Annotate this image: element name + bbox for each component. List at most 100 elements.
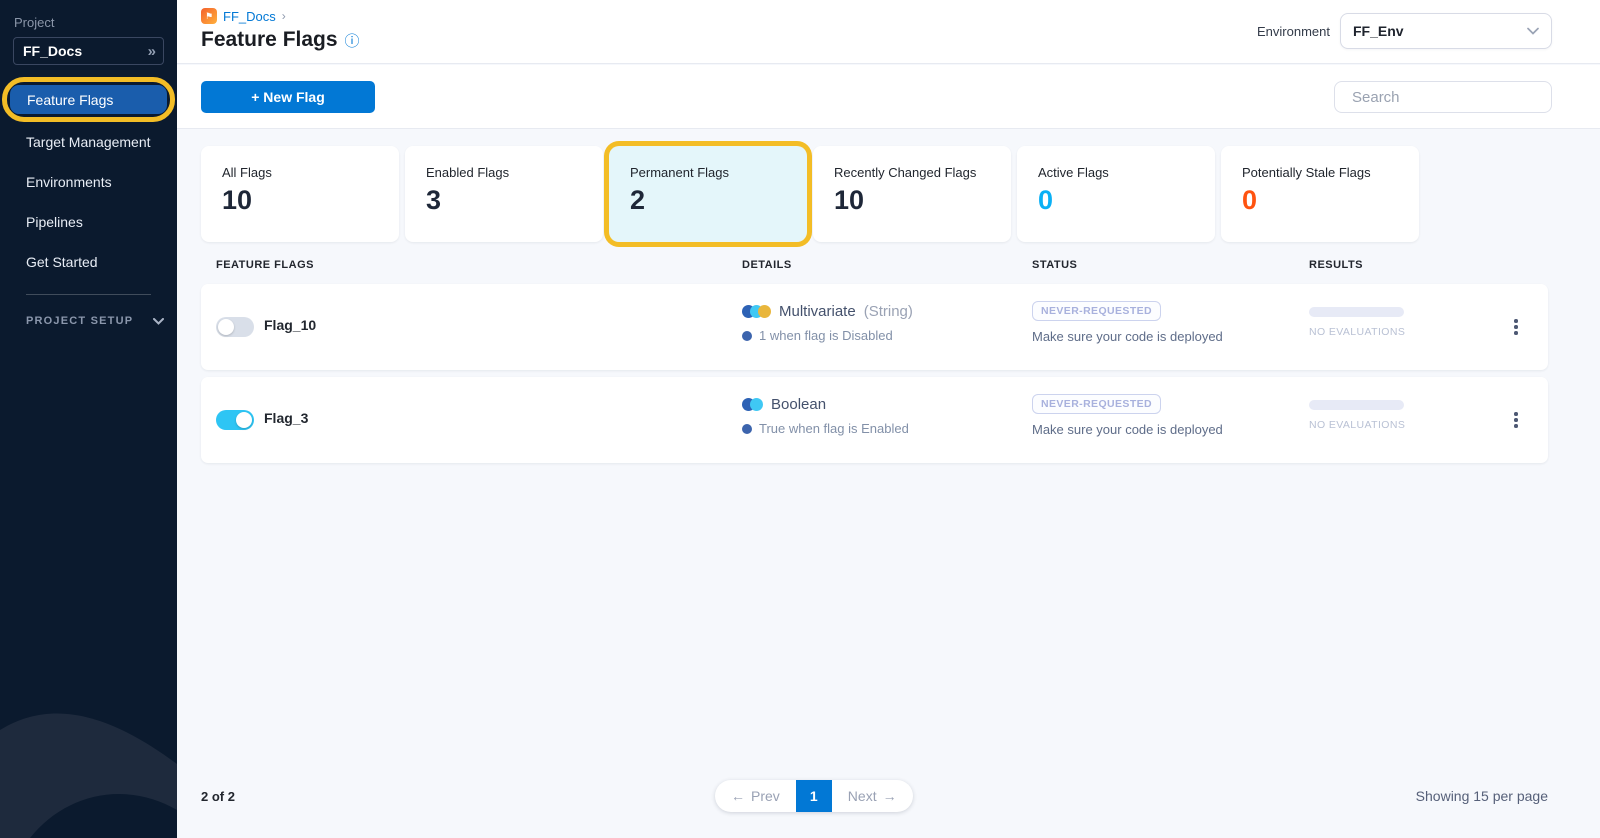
collapse-icon[interactable]: » [147,42,156,60]
status-text: Make sure your code is deployed [1032,422,1223,437]
sidebar-item-get-started[interactable]: Get Started [0,242,177,282]
kebab-menu-icon[interactable] [1506,312,1526,342]
info-icon[interactable]: ⓘ [344,32,360,50]
column-header-status: STATUS [1032,259,1078,271]
pagination: ← Prev 1 Next → [715,780,913,812]
status-cell: NEVER-REQUESTED Make sure your code is d… [1032,394,1223,437]
sidebar: Project FF_Docs » Feature Flags Target M… [0,0,177,838]
sidebar-item-label: Feature Flags [27,91,114,108]
stat-label: Active Flags [1038,165,1109,180]
status-cell: NEVER-REQUESTED Make sure your code is d… [1032,301,1223,344]
status-badge: NEVER-REQUESTED [1032,394,1162,414]
boolean-icon [742,398,763,411]
flag-type: Multivariate [779,303,856,320]
stats-cards-row: All Flags 10 Enabled Flags 3 Permanent F… [201,146,1548,242]
toggle-knob [236,412,252,428]
results-text: NO EVALUATIONS [1309,326,1406,338]
page-header: ⚑ FF_Docs › Feature Flags ⓘ Environment … [177,0,1600,64]
sidebar-item-feature-flags[interactable]: Feature Flags [10,85,167,114]
stat-label: Potentially Stale Flags [1242,165,1371,180]
stat-value: 3 [426,185,442,215]
stat-label: Recently Changed Flags [834,165,977,180]
project-setup-label: PROJECT SETUP [26,315,134,327]
stat-card-enabled-flags[interactable]: Enabled Flags 3 [405,146,603,242]
arrow-left-icon: ← [731,788,745,804]
variation-dot-icon [742,423,752,434]
stat-card-recently-changed-flags[interactable]: Recently Changed Flags 10 [813,146,1011,242]
breadcrumb-chevron-icon: › [281,9,286,23]
toggle-knob [218,319,234,335]
flag-toggle[interactable] [216,317,254,337]
column-header-feature-flags: FEATURE FLAGS [216,259,314,271]
flag-type: Boolean [771,396,827,413]
feature-flags-module-icon: ⚑ [201,8,217,24]
project-name: FF_Docs [23,43,83,59]
column-header-details: DETAILS [742,259,792,271]
project-label: Project [14,15,55,30]
sidebar-item-label: Environments [26,174,112,190]
stat-value: 0 [1242,185,1258,215]
status-badge: NEVER-REQUESTED [1032,301,1162,321]
project-setup-section[interactable]: PROJECT SETUP [26,315,177,327]
toolbar: + New Flag [177,65,1600,129]
stat-value: 10 [834,185,865,215]
environment-select[interactable]: FF_Env [1340,13,1552,49]
page-number-button[interactable]: 1 [795,780,832,812]
stat-card-active-flags[interactable]: Active Flags 0 [1017,146,1215,242]
default-rule-text: True when flag is Enabled [759,421,909,436]
stat-card-permanent-flags[interactable]: Permanent Flags 2 [609,146,807,242]
environment-value: FF_Env [1353,23,1404,39]
stat-value: 10 [222,185,253,215]
details-cell: Boolean True when flag is Enabled [742,396,909,436]
prev-page-button[interactable]: ← Prev [715,780,796,812]
stat-value: 0 [1038,185,1054,215]
search-box[interactable] [1334,81,1552,113]
sidebar-divider [26,294,151,295]
table-row[interactable]: Flag_10 Multivariate (String) 1 when fla… [201,284,1548,370]
chevron-down-icon [153,317,165,325]
project-selector[interactable]: FF_Docs » [13,37,164,65]
search-input[interactable] [1352,88,1551,106]
breadcrumb: ⚑ FF_Docs › [201,8,286,24]
results-cell: NO EVALUATIONS [1309,400,1405,431]
main-content: All Flags 10 Enabled Flags 3 Permanent F… [177,130,1600,838]
breadcrumb-project-link[interactable]: FF_Docs [223,8,276,24]
environment-label: Environment [1257,23,1330,39]
stat-label: Enabled Flags [426,165,510,180]
flag-name: Flag_3 [264,410,309,426]
stat-card-all-flags[interactable]: All Flags 10 [201,146,399,242]
flag-type-detail: (String) [863,303,913,320]
sidebar-item-label: Get Started [26,254,98,270]
results-cell: NO EVALUATIONS [1309,307,1405,338]
flag-toggle[interactable] [216,410,254,430]
arrow-right-icon: → [882,788,897,804]
table-header: FEATURE FLAGS DETAILS STATUS RESULTS [201,259,1548,273]
flag-name: Flag_10 [264,317,317,333]
footer: 2 of 2 ← Prev 1 Next → Showing 15 per pa… [201,778,1548,812]
multivariate-icon [742,305,771,318]
per-page-text: Showing 15 per page [1415,788,1548,804]
results-text: NO EVALUATIONS [1309,419,1406,431]
sidebar-item-environments[interactable]: Environments [0,162,177,202]
details-cell: Multivariate (String) 1 when flag is Dis… [742,303,913,343]
status-text: Make sure your code is deployed [1032,329,1223,344]
results-bar [1309,307,1404,317]
sidebar-item-pipelines[interactable]: Pipelines [0,202,177,242]
stat-card-potentially-stale-flags[interactable]: Potentially Stale Flags 0 [1221,146,1419,242]
page-title: Feature Flags [201,28,338,51]
new-flag-button[interactable]: + New Flag [201,81,375,113]
next-label: Next [847,788,877,804]
chevron-down-icon [1527,27,1539,35]
table-row[interactable]: Flag_3 Boolean True when flag is Enabled… [201,377,1548,463]
stat-label: Permanent Flags [630,165,729,180]
kebab-menu-icon[interactable] [1506,405,1526,435]
results-bar [1309,400,1404,410]
prev-label: Prev [751,788,780,804]
sidebar-item-label: Pipelines [26,214,83,230]
stat-value: 2 [630,185,646,215]
row-count: 2 of 2 [201,789,235,804]
annotation-ring-feature-flags: Feature Flags [2,77,175,122]
next-page-button[interactable]: Next → [832,780,913,812]
sidebar-wave-decoration [0,713,177,838]
sidebar-item-target-management[interactable]: Target Management [0,122,177,162]
